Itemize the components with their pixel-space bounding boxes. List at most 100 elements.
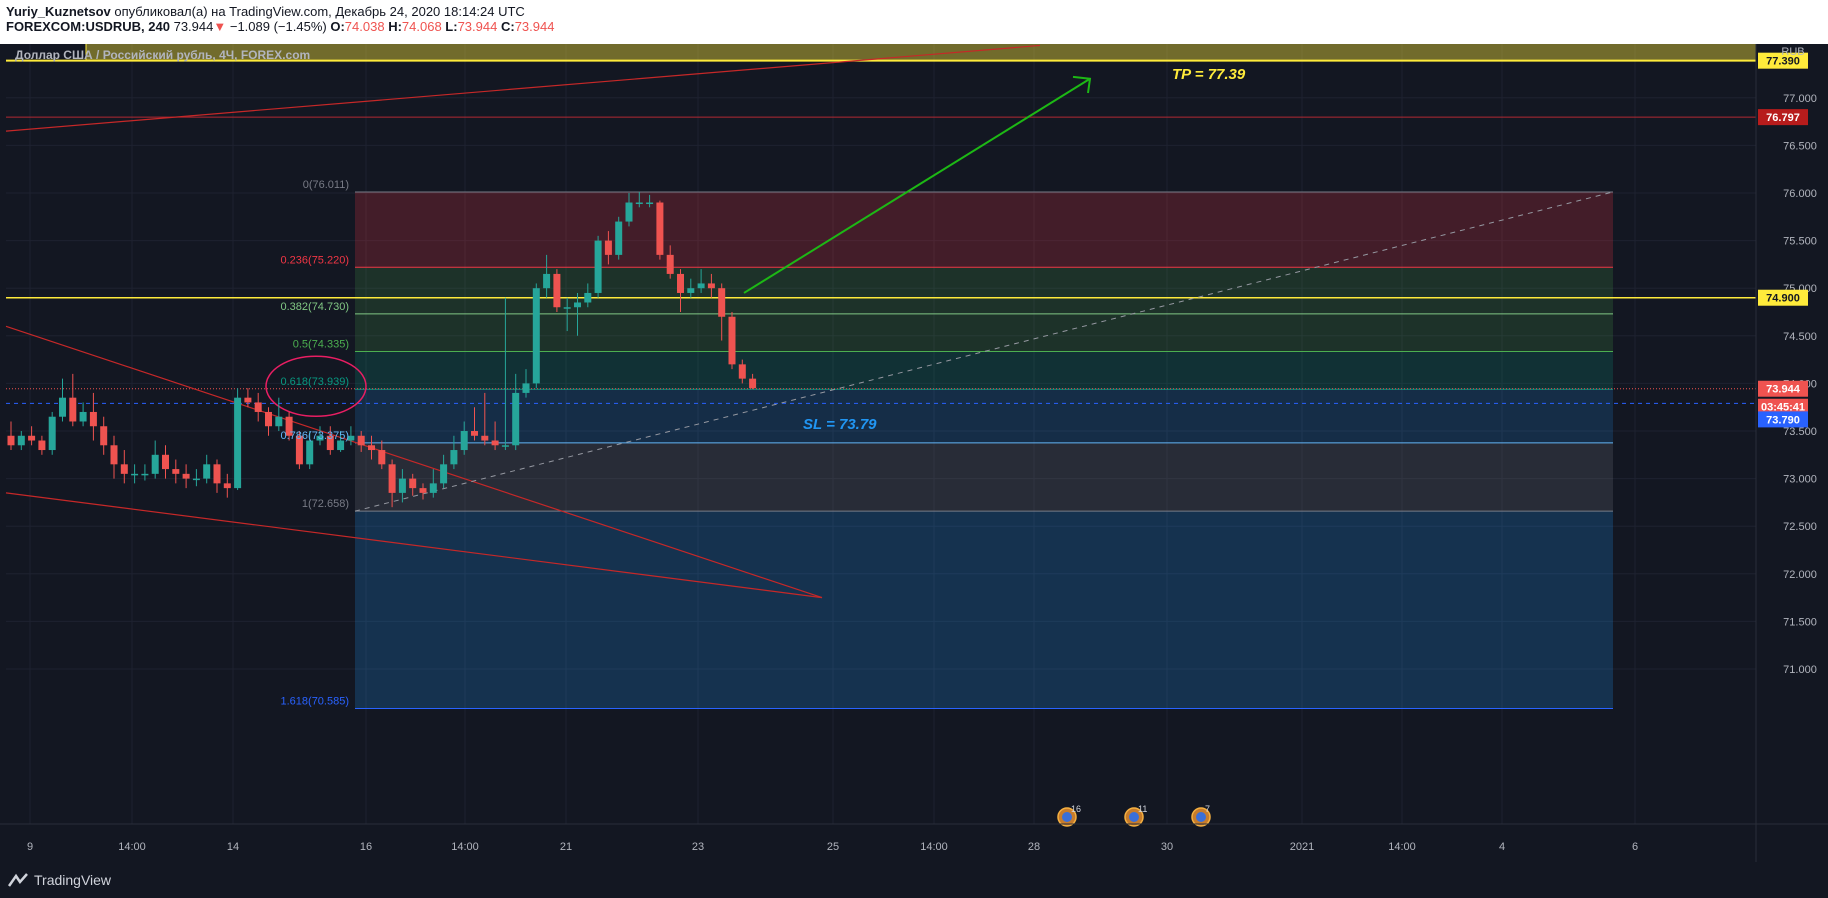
event-count: 16 — [1071, 804, 1081, 814]
price-chart[interactable]: 0(76.011) 0.236(75.220) 0.382(74.730) 0.5(7… — [0, 38, 1828, 862]
candle-body — [254, 402, 262, 412]
candle-body — [172, 469, 180, 474]
down-arrow-icon: ▼ — [213, 19, 227, 34]
candle-body — [532, 288, 540, 384]
last-price-tag: 73.944 — [1766, 384, 1801, 396]
sl-annotation[interactable]: SL = 73.79 — [803, 416, 877, 433]
candle-body — [440, 464, 448, 484]
x-tick-label: 28 — [1028, 841, 1040, 853]
candle-body — [749, 378, 757, 389]
fib-level-label: 0.618(73.939) — [281, 376, 350, 388]
candle-body — [285, 416, 293, 436]
x-tick-label: 4 — [1499, 841, 1505, 853]
y-tick-label: 72.500 — [1783, 521, 1817, 533]
resistance-price-tag: 76.797 — [1766, 112, 1800, 124]
candle-body — [481, 435, 489, 441]
candle-body — [48, 416, 56, 451]
candle-body — [429, 483, 437, 493]
x-tick-label: 9 — [27, 841, 33, 853]
candle-body — [69, 397, 77, 422]
sl-price-tag-bg — [1758, 411, 1808, 428]
candle-body — [275, 416, 283, 427]
wedge-upper-line — [5, 325, 823, 599]
candle-body — [584, 292, 592, 303]
candle-body — [398, 478, 406, 493]
chart-header: Yuriy_Kuznetsov опубликовал(а) на Tradin… — [0, 0, 1828, 44]
candle-body — [368, 445, 375, 451]
candle-body — [666, 254, 674, 274]
last-price: 73.944 — [173, 19, 214, 34]
author-name[interactable]: Yuriy_Kuznetsov — [6, 4, 111, 19]
candle-body — [378, 450, 386, 465]
footer: TradingView — [0, 862, 1828, 898]
price-change: −1.089 (−1.45%) — [229, 19, 327, 34]
candle-body — [460, 431, 468, 451]
candle-body — [646, 202, 654, 205]
x-tick-label: 14 — [227, 841, 239, 853]
x-tick-label: 25 — [827, 841, 839, 853]
brand-name: TradingView — [34, 872, 112, 888]
highlight-ellipse — [265, 355, 367, 418]
candle-body — [79, 411, 87, 422]
x-tick-label: 21 — [560, 841, 572, 853]
y-tick-label: 77.000 — [1783, 93, 1817, 105]
candle-body — [543, 273, 551, 289]
candle-body — [192, 478, 200, 481]
candle-body — [141, 473, 149, 476]
fib-zone — [355, 313, 1613, 352]
candle-body — [7, 435, 15, 446]
candle-body — [522, 383, 530, 393]
candle-body — [409, 478, 417, 489]
countdown-tag: 03:45:41 — [1761, 402, 1805, 414]
symbol-label: FOREXCOM:USDRUB, 240 — [6, 19, 170, 34]
candle-body — [110, 445, 118, 465]
candle-body — [100, 426, 108, 446]
candle-body — [131, 473, 139, 476]
chart-area[interactable]: 0(76.011) 0.236(75.220) 0.382(74.730) 0.5(7… — [0, 38, 1828, 862]
countdown-tag-bg — [1758, 398, 1808, 415]
target-arrow — [743, 77, 1091, 294]
candle-body — [625, 202, 633, 222]
tradingview-icon — [8, 873, 28, 887]
candle-body — [563, 307, 571, 309]
close-value: 73.944 — [514, 19, 555, 34]
event-count: 11 — [1138, 804, 1147, 814]
axes: 71.00071.50072.00072.50073.00073.50074.0… — [0, 44, 1828, 862]
candle-body — [574, 302, 581, 308]
candle-body — [471, 431, 478, 436]
candle-body — [295, 435, 303, 465]
candle-body — [347, 435, 355, 441]
tp-annotation[interactable]: TP = 77.39 — [1172, 66, 1246, 83]
candle-body — [728, 316, 736, 365]
resistance-price-tag-bg — [1758, 109, 1808, 126]
y-tick-label: 75.500 — [1783, 236, 1817, 248]
low-label: L: — [445, 19, 458, 34]
candle-body — [17, 435, 25, 446]
drawings — [5, 44, 1756, 599]
legend-title: Доллар США / Российский рубль, 4Ч, FOREX… — [15, 48, 310, 62]
candle-body — [223, 483, 231, 489]
x-tick-label: 14:00 — [920, 841, 948, 853]
fib-level-label: 0(76.011) — [303, 179, 349, 191]
open-value: 74.038 — [344, 19, 385, 34]
labels: 0(76.011) 0.236(75.220) 0.382(74.730) 0.5(7… — [281, 179, 1211, 827]
candle-body — [28, 435, 36, 441]
publish-line: Yuriy_Kuznetsov опубликовал(а) на Tradin… — [6, 4, 525, 19]
candle-body — [635, 202, 643, 205]
candle-body — [512, 392, 520, 446]
y-tick-label: 76.500 — [1783, 140, 1817, 152]
fib-level-label: 0.5(74.335) — [293, 339, 349, 351]
arrow-head-icon — [1072, 75, 1092, 94]
tp-zone — [85, 38, 1757, 62]
candle-body — [553, 273, 561, 308]
candle-body — [388, 464, 396, 493]
candle-body — [450, 450, 458, 465]
x-tick-label: 6 — [1632, 841, 1638, 853]
tradingview-logo[interactable]: TradingView — [8, 872, 111, 888]
candle-body — [38, 440, 46, 451]
low-value: 73.944 — [457, 19, 498, 34]
candle-body — [326, 435, 334, 451]
candle-body — [89, 411, 97, 427]
y-tick-label: 73.000 — [1783, 474, 1817, 486]
